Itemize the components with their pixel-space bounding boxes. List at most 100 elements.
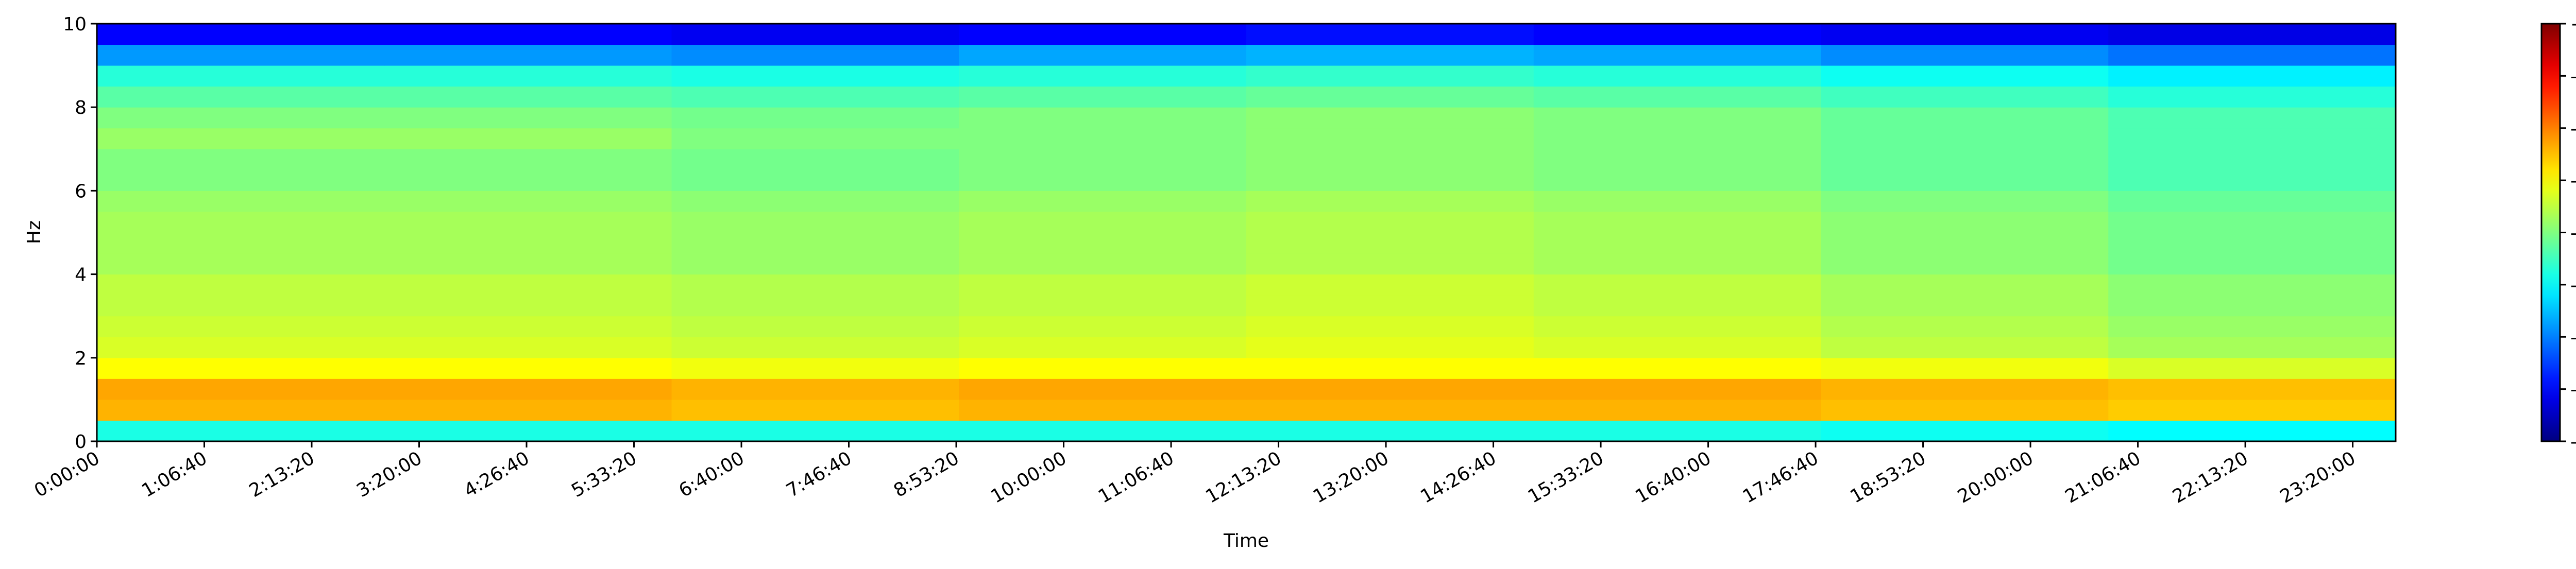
spectrogram-cell: [97, 357, 385, 379]
spectrogram-cell: [1533, 191, 1821, 212]
spectrogram-cell: [2108, 295, 2396, 317]
spectrogram-cell: [97, 420, 385, 442]
x-tick-label: 17:46:40: [1739, 447, 1822, 507]
x-tick-label: 18:53:20: [1847, 447, 1930, 507]
spectrogram-cell: [1246, 65, 1534, 87]
spectrogram-cell: [959, 378, 1247, 400]
spectrogram-cell: [2108, 420, 2396, 442]
spectrogram-cell: [1533, 149, 1821, 170]
spectrogram-cell: [1533, 232, 1821, 254]
spectrogram-cell: [1533, 420, 1821, 442]
spectrogram-cell: [384, 44, 672, 66]
spectrogram-cell: [671, 211, 959, 233]
spectrogram-cell: [1246, 253, 1534, 275]
spectrogram-cell: [1246, 107, 1534, 129]
spectrogram-cell: [671, 24, 959, 45]
spectrogram-cell: [1533, 128, 1821, 149]
spectrogram-cell: [97, 44, 385, 66]
spectrogram-cell: [97, 149, 385, 170]
spectrogram-cell: [1821, 169, 2109, 191]
x-axis-label: Time: [1223, 530, 1269, 551]
spectrogram-cell: [97, 128, 385, 149]
spectrogram-cell: [2108, 253, 2396, 275]
spectrogram-cell: [1533, 44, 1821, 66]
spectrogram-cell: [1533, 357, 1821, 379]
x-tick-label: 6:40:00: [675, 447, 748, 502]
spectrogram-cell: [1821, 191, 2109, 212]
spectrogram-cell: [1821, 274, 2109, 296]
spectrogram-cell: [97, 65, 385, 87]
spectrogram-cell: [1821, 253, 2109, 275]
spectrogram-cell: [671, 316, 959, 337]
spectrogram-cell: [1246, 211, 1534, 233]
colorbar-tick-label: -20 dB: [2570, 118, 2576, 140]
spectrogram-cell: [2108, 65, 2396, 87]
spectrogram-cell: [959, 169, 1247, 191]
spectrogram-cell: [671, 378, 959, 400]
spectrogram-cell: [1246, 357, 1534, 379]
spectrogram-cell: [384, 295, 672, 317]
spectrogram-cell: [97, 274, 385, 296]
x-tick-label: 7:46:40: [783, 447, 855, 502]
spectrogram-cell: [2108, 44, 2396, 66]
spectrogram-cell: [97, 295, 385, 317]
y-tick-label: 2: [75, 348, 87, 369]
spectrogram-cell: [384, 399, 672, 421]
spectrogram-cell: [671, 274, 959, 296]
spectrogram-cell: [2108, 191, 2396, 212]
spectrogram-cell: [1533, 253, 1821, 275]
spectrogram-cell: [97, 169, 385, 191]
spectrogram-cell: [384, 149, 672, 170]
colorbar: [2540, 23, 2561, 442]
spectrogram-cell: [959, 316, 1247, 337]
spectrogram-cell: [2108, 232, 2396, 254]
spectrogram-cell: [1533, 399, 1821, 421]
spectrogram-cell: [1533, 378, 1821, 400]
spectrogram-cell: [959, 253, 1247, 275]
y-tick-label: 6: [75, 181, 87, 202]
x-tick-label: 22:13:20: [2169, 447, 2252, 507]
spectrogram-cell: [1246, 378, 1534, 400]
spectrogram-cell: [97, 253, 385, 275]
spectrogram-cell: [2108, 357, 2396, 379]
spectrogram-cell: [1246, 295, 1534, 317]
spectrogram-cell: [1821, 337, 2109, 358]
x-tick-label: 21:06:40: [2062, 447, 2145, 507]
x-tick-label: 16:40:00: [1632, 447, 1715, 507]
x-tick-label: 3:20:00: [353, 447, 426, 502]
spectrogram-cell: [671, 44, 959, 66]
spectrogram-cell: [959, 149, 1247, 170]
x-tick-label: 20:00:00: [1954, 447, 2037, 507]
spectrogram-cell: [2108, 149, 2396, 170]
spectrogram-cell: [1821, 378, 2109, 400]
spectrogram-cell: [1821, 357, 2109, 379]
spectrogram-cell: [97, 316, 385, 337]
spectrogram-cell: [1533, 107, 1821, 129]
spectrogram-cell: [2108, 128, 2396, 149]
spectrogram-cell: [1246, 232, 1534, 254]
spectrogram-cell: [959, 86, 1247, 108]
spectrogram-cell: [671, 65, 959, 87]
y-tick-label: 4: [75, 265, 87, 286]
spectrogram-cell: [1821, 211, 2109, 233]
spectrogram-cell: [384, 316, 672, 337]
x-tick-label: 23:20:00: [2277, 447, 2360, 507]
colorbar-tick-label: -80 dB: [2570, 432, 2576, 453]
spectrogram-cell: [1821, 316, 2109, 337]
spectrogram-cell: [1246, 24, 1534, 45]
spectrogram-cell: [2108, 337, 2396, 358]
spectrogram-cell: [384, 24, 672, 45]
spectrogram-cell: [384, 128, 672, 149]
x-tick-label: 5:33:20: [568, 447, 640, 502]
spectrogram-cell: [384, 65, 672, 87]
spectrogram-cell: [2108, 211, 2396, 233]
spectrogram-cell: [671, 399, 959, 421]
spectrogram-cell: [959, 337, 1247, 358]
spectrogram-cell: [959, 420, 1247, 442]
spectrogram-cell: [959, 24, 1247, 45]
spectrogram-cell: [671, 295, 959, 317]
spectrogram-cell: [1821, 232, 2109, 254]
colorbar-tick-label: -60 dB: [2570, 327, 2576, 348]
spectrogram-cell: [2108, 274, 2396, 296]
spectrogram-cell: [1246, 86, 1534, 108]
